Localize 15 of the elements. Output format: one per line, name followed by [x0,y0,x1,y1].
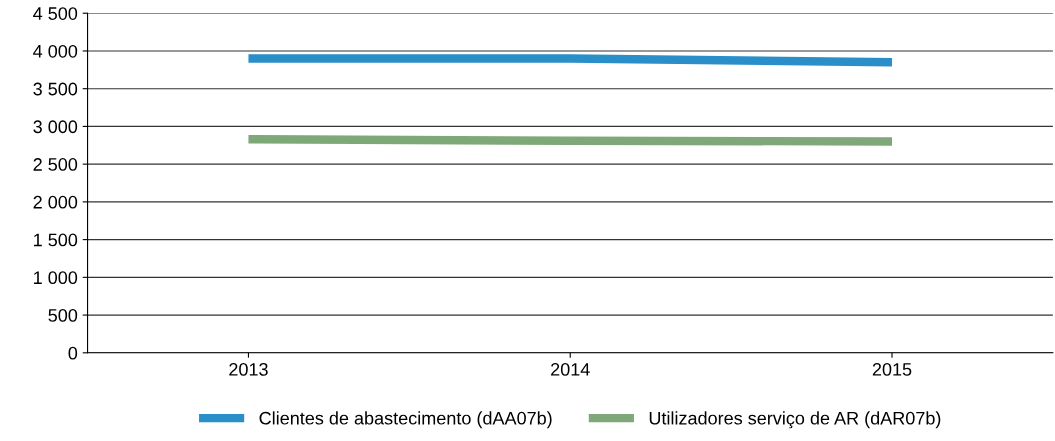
x-tick-label: 2015 [872,363,912,376]
legend-label: Clientes de abastecimento (dAA07b) [259,411,552,429]
y-tick-label: 3 000 [33,120,78,134]
y-tick-label: 2 500 [33,158,78,171]
y-tick-label: 1 500 [34,233,78,247]
x-tick-label: 2013 [229,363,268,376]
y-tick-label: 0 [68,346,78,360]
y-tick-label: 4 500 [33,7,78,20]
y-tick-label: 4 000 [33,44,78,58]
x-tick-label: 2014 [551,363,590,376]
legend-label: Utilizadores serviço de AR (dAR07b) [649,411,941,429]
y-tick-label: 1 000 [34,271,78,285]
y-tick-label: 500 [48,309,78,322]
y-tick-label: 3 500 [33,82,78,96]
y-tick-label: 2 000 [33,195,78,209]
